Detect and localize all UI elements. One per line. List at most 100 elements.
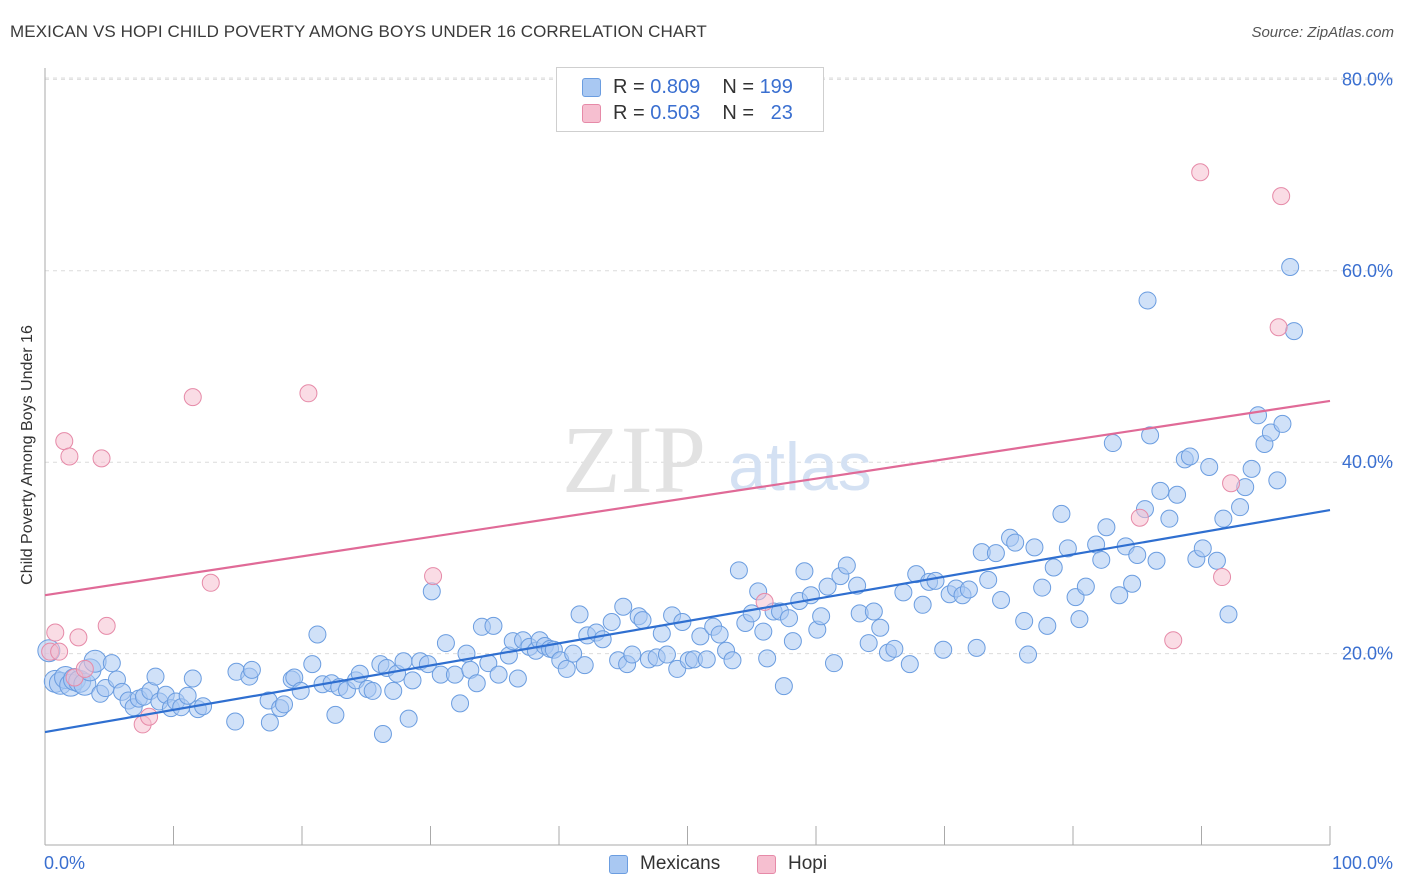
mexicans-point	[422, 582, 441, 601]
mexicans-point	[1249, 406, 1268, 425]
mexicans-point	[1200, 457, 1219, 476]
legend-r-value: 0.503	[650, 101, 701, 124]
mexicans-point	[754, 622, 773, 641]
trend-lines	[44, 399, 1331, 734]
mexicans-point	[1138, 291, 1157, 310]
legend-label-hopi: Hopi	[788, 853, 828, 874]
legend-item-mexicans[interactable]: Mexicans	[609, 851, 720, 877]
mexicans-point	[242, 660, 261, 679]
mexicans-point	[697, 650, 716, 669]
watermark-atlas: atlas	[728, 429, 872, 505]
legend-r-label: R =	[613, 75, 645, 98]
legend-r-label: R =	[613, 101, 645, 124]
legend-n-value: 199	[759, 75, 793, 98]
hopi-point	[92, 449, 111, 468]
mexicans-point	[403, 671, 422, 690]
mexicans-point	[934, 640, 953, 659]
mexicans-point	[1168, 485, 1187, 504]
mexicans-point	[1128, 546, 1147, 565]
mexicans-point	[691, 627, 710, 646]
hopi-point	[1130, 508, 1149, 527]
mexicans-point	[967, 638, 986, 657]
hopi-point	[1213, 568, 1232, 587]
mexicans-point	[1006, 533, 1025, 552]
hopi-point	[299, 384, 318, 403]
mexicans-point	[885, 639, 904, 658]
mexicans-point	[710, 625, 729, 644]
hopi-point	[55, 432, 74, 451]
mexicans-point	[1123, 574, 1142, 593]
mexicans-point	[1285, 322, 1304, 341]
legend-swatch-hopi	[757, 854, 776, 874]
hopi-point	[97, 616, 116, 635]
mexicans-point	[894, 583, 913, 602]
mexicans-point	[1281, 257, 1300, 276]
mexicans-point	[623, 645, 642, 664]
y-tick-label: 40.0%	[1342, 452, 1393, 472]
mexicans-point	[614, 597, 633, 616]
mexicans-point	[557, 659, 576, 678]
hopi-point	[1272, 187, 1291, 206]
mexicans-point	[979, 570, 998, 589]
hopi-point	[1269, 318, 1288, 337]
hopi-trend-line	[44, 399, 1331, 597]
legend-row-mexicans: R = 0.809 N = 199	[582, 73, 793, 101]
mexicans-point	[633, 611, 652, 630]
mexicans-point	[575, 656, 594, 675]
mexicans-point	[723, 651, 742, 670]
mexicans-point	[1242, 459, 1261, 478]
hopi-point	[1191, 163, 1210, 182]
legend-swatch-mexicans	[582, 77, 601, 97]
x-tick-label: 100.0%	[1332, 853, 1393, 873]
hopi-point	[424, 567, 443, 586]
mexicans-point	[275, 695, 294, 714]
mexicans-point	[564, 644, 583, 663]
mexicans-point	[308, 625, 327, 644]
hopi-point	[183, 388, 202, 407]
mexicans-point	[1092, 550, 1111, 569]
mexicans-point	[363, 681, 382, 700]
mexicans-point	[774, 677, 793, 696]
legend-n-value: 23	[770, 101, 793, 124]
mexicans-point	[183, 669, 202, 688]
mexicans-point	[1219, 605, 1238, 624]
mexicans-point	[818, 577, 837, 596]
legend-n-label: N =	[722, 75, 754, 98]
hopi-point	[1164, 631, 1183, 650]
axes	[44, 68, 1331, 846]
mexicans-point	[146, 667, 165, 686]
legend-swatch-mexicans	[609, 854, 628, 874]
mexicans-point	[394, 652, 413, 671]
mexicans-point	[1147, 551, 1166, 570]
mexicans-point	[783, 632, 802, 651]
mexicans-point	[780, 609, 799, 628]
mexicans-point	[1025, 538, 1044, 557]
mexicans-point	[489, 665, 508, 684]
mexicans-point	[226, 712, 245, 731]
mexicans-point	[795, 562, 814, 581]
source-label: Source: ZipAtlas.com	[1251, 24, 1394, 41]
mexicans-point	[1076, 577, 1095, 596]
mexicans-point	[291, 681, 310, 700]
legend-row-hopi: R = 0.503 N = 23	[582, 99, 793, 127]
legend-label-mexicans: Mexicans	[640, 853, 721, 874]
hopi-point	[50, 642, 69, 661]
gridlines	[45, 77, 1393, 655]
legend-r-value: 0.809	[650, 75, 701, 98]
hopi-point	[1222, 474, 1241, 493]
mexicans-point	[1044, 558, 1063, 577]
y-tick-label: 60.0%	[1342, 261, 1393, 281]
mexicans-point	[1038, 616, 1057, 635]
legend-box: R = 0.809 N = 199 R = 0.503 N = 23	[556, 67, 824, 132]
mexicans-point	[326, 705, 345, 724]
mexicans-point	[959, 580, 978, 599]
mexicans-point	[1268, 471, 1287, 490]
legend-item-hopi[interactable]: Hopi	[757, 851, 827, 877]
mexicans-point	[1097, 518, 1116, 537]
mexicans-point	[1015, 612, 1034, 631]
mexicans-point	[467, 674, 486, 693]
mexicans-trend-line	[44, 508, 1331, 734]
mexicans-point	[1070, 610, 1089, 629]
mexicans-point	[1273, 414, 1292, 433]
